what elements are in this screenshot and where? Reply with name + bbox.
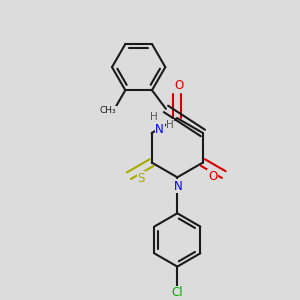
Text: N: N [174,180,183,193]
Text: CH₃: CH₃ [100,106,116,116]
Text: H: H [166,120,174,130]
Text: O: O [174,79,184,92]
Text: O: O [208,170,217,183]
Text: N: N [155,123,164,136]
Text: H: H [150,112,158,122]
Text: S: S [137,172,145,185]
Text: Cl: Cl [172,286,183,299]
